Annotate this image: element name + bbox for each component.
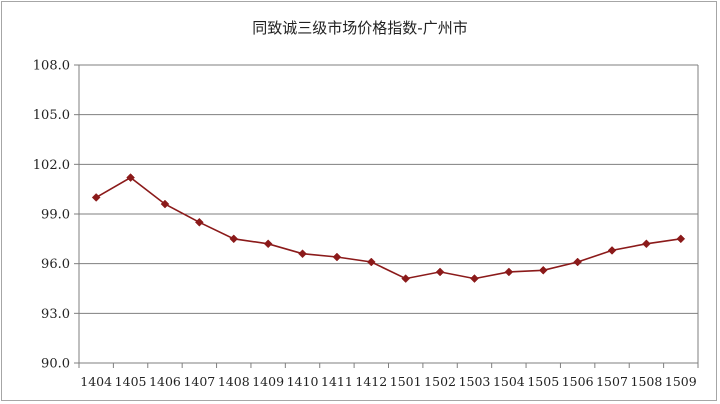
y-tick-label: 93.0 (41, 307, 70, 322)
series-line (95, 176, 681, 280)
y-tick-label: 105.0 (33, 108, 70, 123)
y-tick-label: 96.0 (41, 257, 70, 272)
y-tick-label: 102.0 (33, 158, 70, 173)
y-tick-label: 99.0 (41, 208, 70, 223)
data-point (642, 239, 651, 249)
data-point (504, 267, 514, 277)
x-tick-label: 1409 (252, 374, 284, 389)
x-tick-label: 1406 (149, 374, 181, 389)
x-tick-label: 1503 (459, 374, 491, 389)
data-point (263, 239, 273, 249)
data-point (401, 274, 411, 283)
x-tick-label: 1506 (562, 374, 594, 389)
data-point (607, 246, 617, 255)
x-tick-label: 1411 (321, 374, 353, 389)
data-point (573, 257, 582, 267)
x-tick-label: 1407 (183, 374, 215, 389)
data-point (195, 217, 204, 227)
data-point (538, 265, 548, 275)
x-axis-ticks: 1404 1405 1406 1407 1408 1409 1410 1411 1412 1501… (78, 363, 699, 389)
data-point (229, 234, 239, 244)
x-tick-label: 1501 (390, 374, 422, 389)
x-tick-label: 1405 (115, 374, 147, 389)
data-point (366, 257, 376, 267)
x-tick-label: 1507 (596, 374, 628, 389)
y-tick-label: 90.0 (41, 357, 70, 372)
data-point (91, 193, 101, 202)
data-point (676, 234, 686, 244)
x-tick-label: 1502 (424, 374, 456, 389)
x-tick-label: 1412 (355, 374, 387, 389)
x-tick-label: 1410 (287, 374, 319, 389)
x-tick-label: 1408 (218, 374, 250, 389)
x-tick-label: 1508 (631, 374, 663, 389)
data-point (332, 252, 342, 262)
data-point (470, 274, 479, 283)
data-point (160, 199, 170, 209)
gridlines (74, 64, 698, 364)
x-tick-label: 1509 (665, 374, 697, 389)
chart-title: 同致诚三级市场价格指数-广州市 (252, 19, 467, 37)
x-tick-label: 1404 (80, 374, 112, 389)
y-axis-ticks: 90.0 93.0 96.0 99.0 102.0 105.0 108.0 (33, 59, 70, 372)
data-point (126, 173, 135, 182)
y-tick-label: 108.0 (33, 59, 70, 74)
x-tick-label: 1504 (493, 374, 525, 389)
x-tick-label: 1505 (527, 374, 559, 389)
data-point (435, 267, 445, 277)
data-point (298, 249, 307, 259)
data-series (91, 173, 686, 283)
